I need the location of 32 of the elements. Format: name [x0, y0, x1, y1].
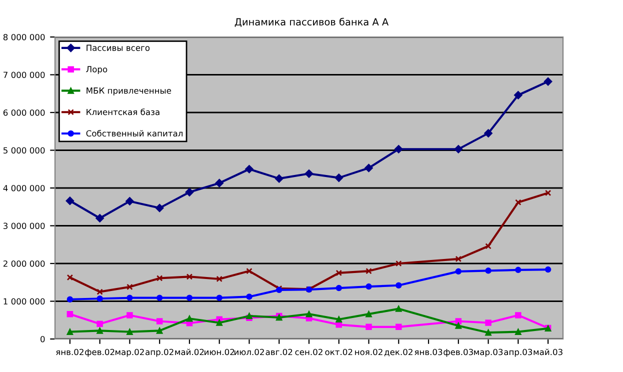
x-tick-label: мар.03 — [474, 348, 503, 357]
y-tick-label: 7 000 000 — [4, 72, 45, 78]
y-tick-label: 8 000 000 — [3, 34, 45, 40]
y-tick-label: 1 000 000 — [4, 298, 45, 305]
x-tick-label: янв.02 — [56, 348, 84, 356]
x-tick-label: фев.03 — [444, 348, 473, 357]
x-tick-label: авг.02 — [266, 348, 292, 356]
legend-label: Пассивы всего — [86, 44, 150, 51]
y-tick-label: 0 — [40, 336, 45, 342]
legend-label: Собственный капитал — [86, 130, 183, 137]
x-tick-label: июн.02 — [204, 348, 234, 356]
y-tick-label: 6 000 000 — [3, 109, 45, 116]
x-tick-label: апр.03 — [504, 348, 532, 357]
y-tick-label: 2 000 000 — [3, 260, 45, 267]
x-tick-label: окт.02 — [325, 348, 352, 356]
x-tick-label: июл.02 — [234, 348, 264, 356]
x-tick-label: сен.02 — [295, 348, 322, 356]
chart-title: Динамика пассивов банка А А — [234, 18, 389, 27]
legend-label: МБК привлеченные — [86, 88, 172, 96]
x-tick-label: май.03 — [534, 348, 562, 356]
x-tick-label: ноя.02 — [355, 348, 382, 356]
y-tick-label: 5 000 000 — [4, 147, 45, 154]
x-tick-label: фев.02 — [85, 348, 114, 357]
x-tick-label: май.02 — [175, 348, 204, 356]
legend-label: Лоро — [86, 66, 108, 74]
y-tick-label: 4 000 000 — [3, 184, 45, 192]
x-tick-label: янв.03 — [414, 348, 442, 356]
x-tick-label: дек.02 — [384, 348, 412, 356]
legend-label: Клиентская база — [86, 108, 160, 116]
y-tick-label: 3 000 000 — [4, 222, 45, 230]
x-tick-label: апр.02 — [146, 348, 174, 357]
x-tick-label: мар.02 — [115, 348, 144, 357]
